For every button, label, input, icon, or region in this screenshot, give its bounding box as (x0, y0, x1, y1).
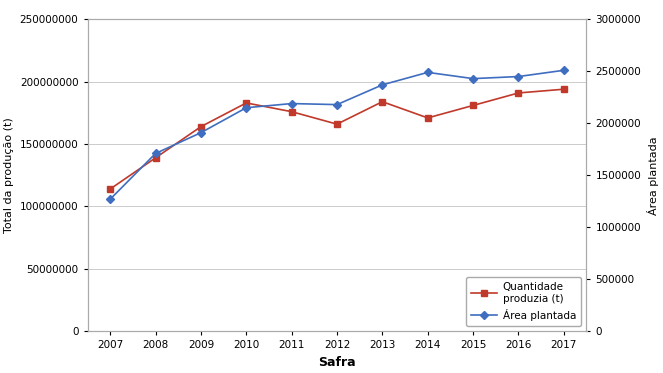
Área plantada (514, 74, 522, 79)
Área plantada (242, 106, 250, 110)
Legend: Quantidade
produzia (t), Área plantada: Quantidade produzia (t), Área plantada (466, 277, 581, 326)
Quantidade
produzia (t) (106, 187, 114, 191)
Line: Área plantada: Área plantada (107, 68, 567, 202)
Y-axis label: Área plantada: Área plantada (647, 136, 659, 214)
Line: Quantidade
produzia (t): Quantidade produzia (t) (107, 87, 567, 192)
Área plantada (106, 197, 114, 201)
Área plantada (288, 101, 296, 106)
Quantidade
produzia (t) (560, 87, 568, 91)
Área plantada (152, 151, 160, 156)
X-axis label: Safra: Safra (318, 356, 356, 369)
Área plantada (469, 76, 477, 81)
Quantidade
produzia (t) (288, 109, 296, 114)
Quantidade
produzia (t) (152, 156, 160, 160)
Área plantada (424, 70, 432, 75)
Área plantada (560, 68, 568, 72)
Quantidade
produzia (t) (469, 103, 477, 108)
Quantidade
produzia (t) (514, 91, 522, 95)
Quantidade
produzia (t) (333, 122, 341, 126)
Área plantada (197, 131, 205, 135)
Quantidade
produzia (t) (242, 101, 250, 105)
Área plantada (379, 82, 387, 87)
Quantidade
produzia (t) (379, 100, 387, 104)
Quantidade
produzia (t) (424, 116, 432, 120)
Quantidade
produzia (t) (197, 125, 205, 129)
Y-axis label: Total da produção (t): Total da produção (t) (4, 117, 14, 233)
Área plantada (333, 102, 341, 107)
